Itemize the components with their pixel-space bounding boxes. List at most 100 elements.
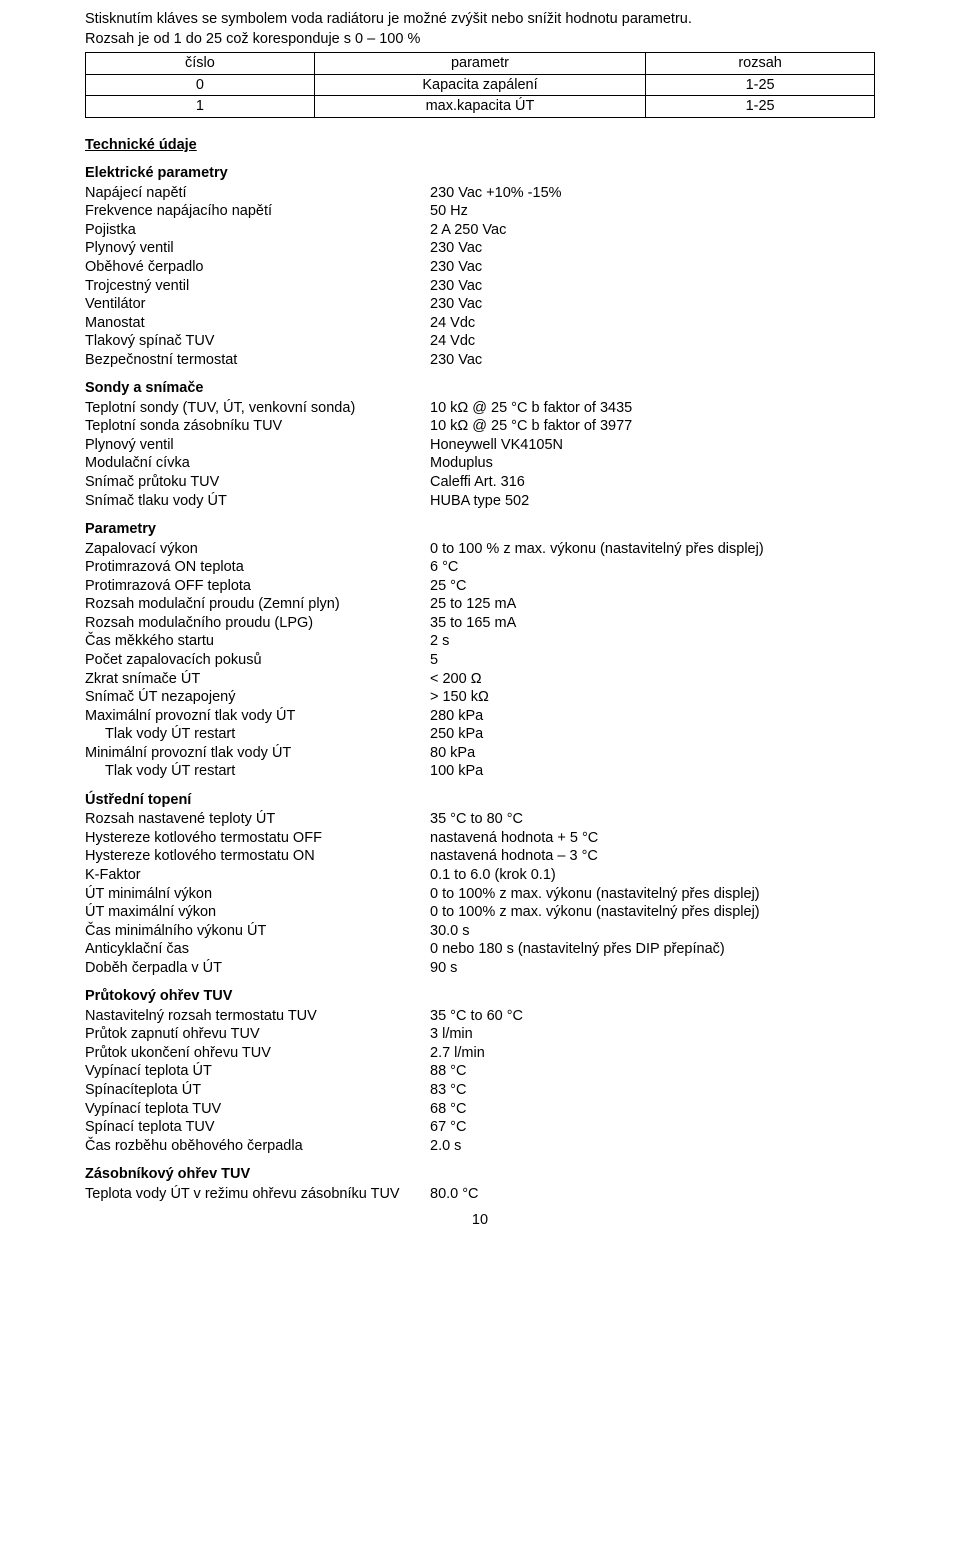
spec-label: Zapalovací výkon (85, 540, 430, 559)
spec-label: Tlak vody ÚT restart (85, 725, 430, 744)
section-title: Sondy a snímače (85, 379, 875, 398)
spec-label: Minimální provozní tlak vody ÚT (85, 744, 430, 763)
cell: 1-25 (646, 74, 875, 96)
spec-row: Tlakový spínač TUV24 Vdc (85, 332, 875, 351)
spec-row: Ventilátor230 Vac (85, 295, 875, 314)
spec-row: Trojcestný ventil230 Vac (85, 277, 875, 296)
spec-value: 35 °C to 60 °C (430, 1007, 875, 1026)
spec-row: Vypínací teplota ÚT88 °C (85, 1062, 875, 1081)
section-title: Zásobníkový ohřev TUV (85, 1165, 875, 1184)
spec-row: Nastavitelný rozsah termostatu TUV35 °C … (85, 1007, 875, 1026)
table-row: 0 Kapacita zapálení 1-25 (86, 74, 875, 96)
spec-label: Čas měkkého startu (85, 632, 430, 651)
spec-row: Rozsah nastavené teploty ÚT35 °C to 80 °… (85, 810, 875, 829)
spec-label: Teplotní sonda zásobníku TUV (85, 417, 430, 436)
spec-value: 24 Vdc (430, 332, 875, 351)
spec-label: Doběh čerpadla v ÚT (85, 959, 430, 978)
spec-row: Teplotní sonda zásobníku TUV10 kΩ @ 25 °… (85, 417, 875, 436)
th-rozsah: rozsah (646, 53, 875, 75)
cell: Kapacita zapálení (314, 74, 645, 96)
spec-label: Napájecí napětí (85, 184, 430, 203)
spec-value: nastavená hodnota + 5 °C (430, 829, 875, 848)
spec-label: Tlak vody ÚT restart (85, 762, 430, 781)
spec-label: Spínací teplota TUV (85, 1118, 430, 1137)
spec-row: Modulační cívkaModuplus (85, 454, 875, 473)
cell: 1 (86, 96, 315, 118)
spec-label: Teplota vody ÚT v režimu ohřevu zásobník… (85, 1185, 430, 1204)
spec-row: Plynový ventilHoneywell VK4105N (85, 436, 875, 455)
spec-row: K-Faktor0.1 to 6.0 (krok 0.1) (85, 866, 875, 885)
section-title: Průtokový ohřev TUV (85, 987, 875, 1006)
section-title: Elektrické parametry (85, 164, 875, 183)
spec-label: Protimrazová OFF teplota (85, 577, 430, 596)
table-row: 1 max.kapacita ÚT 1-25 (86, 96, 875, 118)
spec-value: 0 to 100% z max. výkonu (nastavitelný př… (430, 885, 875, 904)
spec-label: Oběhové čerpadlo (85, 258, 430, 277)
spec-value: 230 Vac (430, 258, 875, 277)
spec-value: 10 kΩ @ 25 °C b faktor of 3435 (430, 399, 875, 418)
spec-value: 2.7 l/min (430, 1044, 875, 1063)
spec-value: Moduplus (430, 454, 875, 473)
intro-line2: Rozsah je od 1 do 25 což koresponduje s … (85, 30, 875, 49)
spec-row: Rozsah modulační proudu (Zemní plyn)25 t… (85, 595, 875, 614)
spec-label: Rozsah nastavené teploty ÚT (85, 810, 430, 829)
spec-value: 5 (430, 651, 875, 670)
spec-row: Oběhové čerpadlo230 Vac (85, 258, 875, 277)
spec-row: Rozsah modulačního proudu (LPG)35 to 165… (85, 614, 875, 633)
spec-row: Pojistka2 A 250 Vac (85, 221, 875, 240)
spec-value: 24 Vdc (430, 314, 875, 333)
spec-row: Spínacíteplota ÚT83 °C (85, 1081, 875, 1100)
spec-value: 2 A 250 Vac (430, 221, 875, 240)
spec-value: 230 Vac (430, 351, 875, 370)
spec-label: Čas rozběhu oběhového čerpadla (85, 1137, 430, 1156)
spec-label: Anticyklační čas (85, 940, 430, 959)
spec-label: Průtok zapnutí ohřevu TUV (85, 1025, 430, 1044)
spec-value: 100 kPa (430, 762, 875, 781)
spec-value: 88 °C (430, 1062, 875, 1081)
spec-value: 80 kPa (430, 744, 875, 763)
spec-value: 230 Vac (430, 239, 875, 258)
spec-label: Ventilátor (85, 295, 430, 314)
spec-value: 50 Hz (430, 202, 875, 221)
spec-value: HUBA type 502 (430, 492, 875, 511)
spec-row: Snímač průtoku TUVCaleffi Art. 316 (85, 473, 875, 492)
spec-label: Vypínací teplota ÚT (85, 1062, 430, 1081)
spec-label: Rozsah modulačního proudu (LPG) (85, 614, 430, 633)
intro-text: Stisknutím kláves se symbolem voda radiá… (85, 10, 875, 48)
spec-value: Honeywell VK4105N (430, 436, 875, 455)
spec-label: Rozsah modulační proudu (Zemní plyn) (85, 595, 430, 614)
th-cislo: číslo (86, 53, 315, 75)
spec-label: Hystereze kotlového termostatu OFF (85, 829, 430, 848)
spec-value: 0 nebo 180 s (nastavitelný přes DIP přep… (430, 940, 875, 959)
param-table: číslo parametr rozsah 0 Kapacita zapálen… (85, 52, 875, 118)
spec-row: Tlak vody ÚT restart250 kPa (85, 725, 875, 744)
spec-row: Teplota vody ÚT v režimu ohřevu zásobník… (85, 1185, 875, 1204)
spec-value: 230 Vac (430, 277, 875, 296)
spec-row: Počet zapalovacích pokusů5 (85, 651, 875, 670)
spec-row: Doběh čerpadla v ÚT90 s (85, 959, 875, 978)
spec-value: 0.1 to 6.0 (krok 0.1) (430, 866, 875, 885)
spec-value: 2 s (430, 632, 875, 651)
spec-label: Frekvence napájacího napětí (85, 202, 430, 221)
spec-value: 80.0 °C (430, 1185, 875, 1204)
spec-row: Čas minimálního výkonu ÚT30.0 s (85, 922, 875, 941)
spec-row: Teplotní sondy (TUV, ÚT, venkovní sonda)… (85, 399, 875, 418)
spec-row: Manostat24 Vdc (85, 314, 875, 333)
spec-value: 83 °C (430, 1081, 875, 1100)
spec-label: Vypínací teplota TUV (85, 1100, 430, 1119)
section-title: Parametry (85, 520, 875, 539)
spec-label: Nastavitelný rozsah termostatu TUV (85, 1007, 430, 1026)
spec-value: 2.0 s (430, 1137, 875, 1156)
intro-line1: Stisknutím kláves se symbolem voda radiá… (85, 10, 875, 29)
page-number: 10 (85, 1211, 875, 1230)
spec-label: Počet zapalovacích pokusů (85, 651, 430, 670)
spec-row: ÚT minimální výkon0 to 100% z max. výkon… (85, 885, 875, 904)
spec-value: 230 Vac +10% -15% (430, 184, 875, 203)
spec-label: Hystereze kotlového termostatu ON (85, 847, 430, 866)
spec-value: nastavená hodnota – 3 °C (430, 847, 875, 866)
spec-row: Hystereze kotlového termostatu OFFnastav… (85, 829, 875, 848)
spec-label: Snímač průtoku TUV (85, 473, 430, 492)
spec-label: ÚT minimální výkon (85, 885, 430, 904)
spec-value: 230 Vac (430, 295, 875, 314)
spec-value: 35 °C to 80 °C (430, 810, 875, 829)
